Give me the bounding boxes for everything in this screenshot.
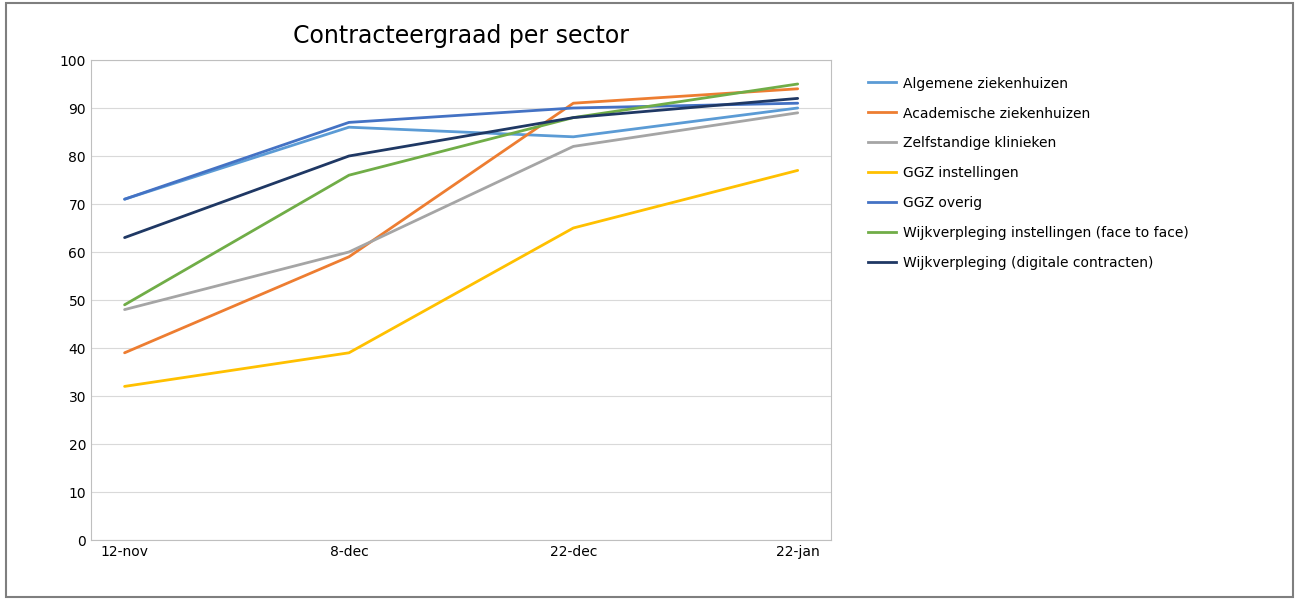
Title: Contracteergraad per sector: Contracteergraad per sector (294, 25, 629, 49)
Legend: Algemene ziekenhuizen, Academische ziekenhuizen, Zelfstandige klinieken, GGZ ins: Algemene ziekenhuizen, Academische zieke… (868, 77, 1189, 271)
